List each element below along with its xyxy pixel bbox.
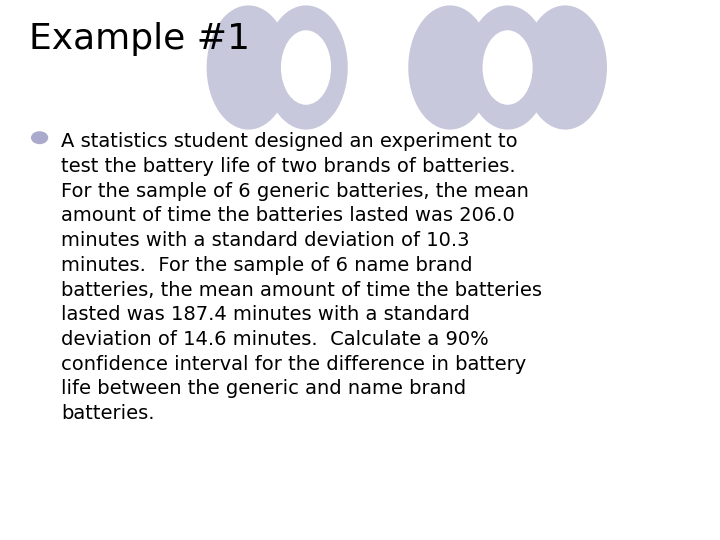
Text: Example #1: Example #1: [29, 22, 250, 56]
Ellipse shape: [482, 30, 533, 105]
Ellipse shape: [207, 5, 290, 130]
Ellipse shape: [466, 5, 549, 130]
Text: A statistics student designed an experiment to
test the battery life of two bran: A statistics student designed an experim…: [61, 132, 542, 423]
Ellipse shape: [408, 5, 492, 130]
Ellipse shape: [281, 30, 331, 105]
Circle shape: [31, 131, 48, 144]
Ellipse shape: [523, 5, 607, 130]
Ellipse shape: [264, 5, 348, 130]
